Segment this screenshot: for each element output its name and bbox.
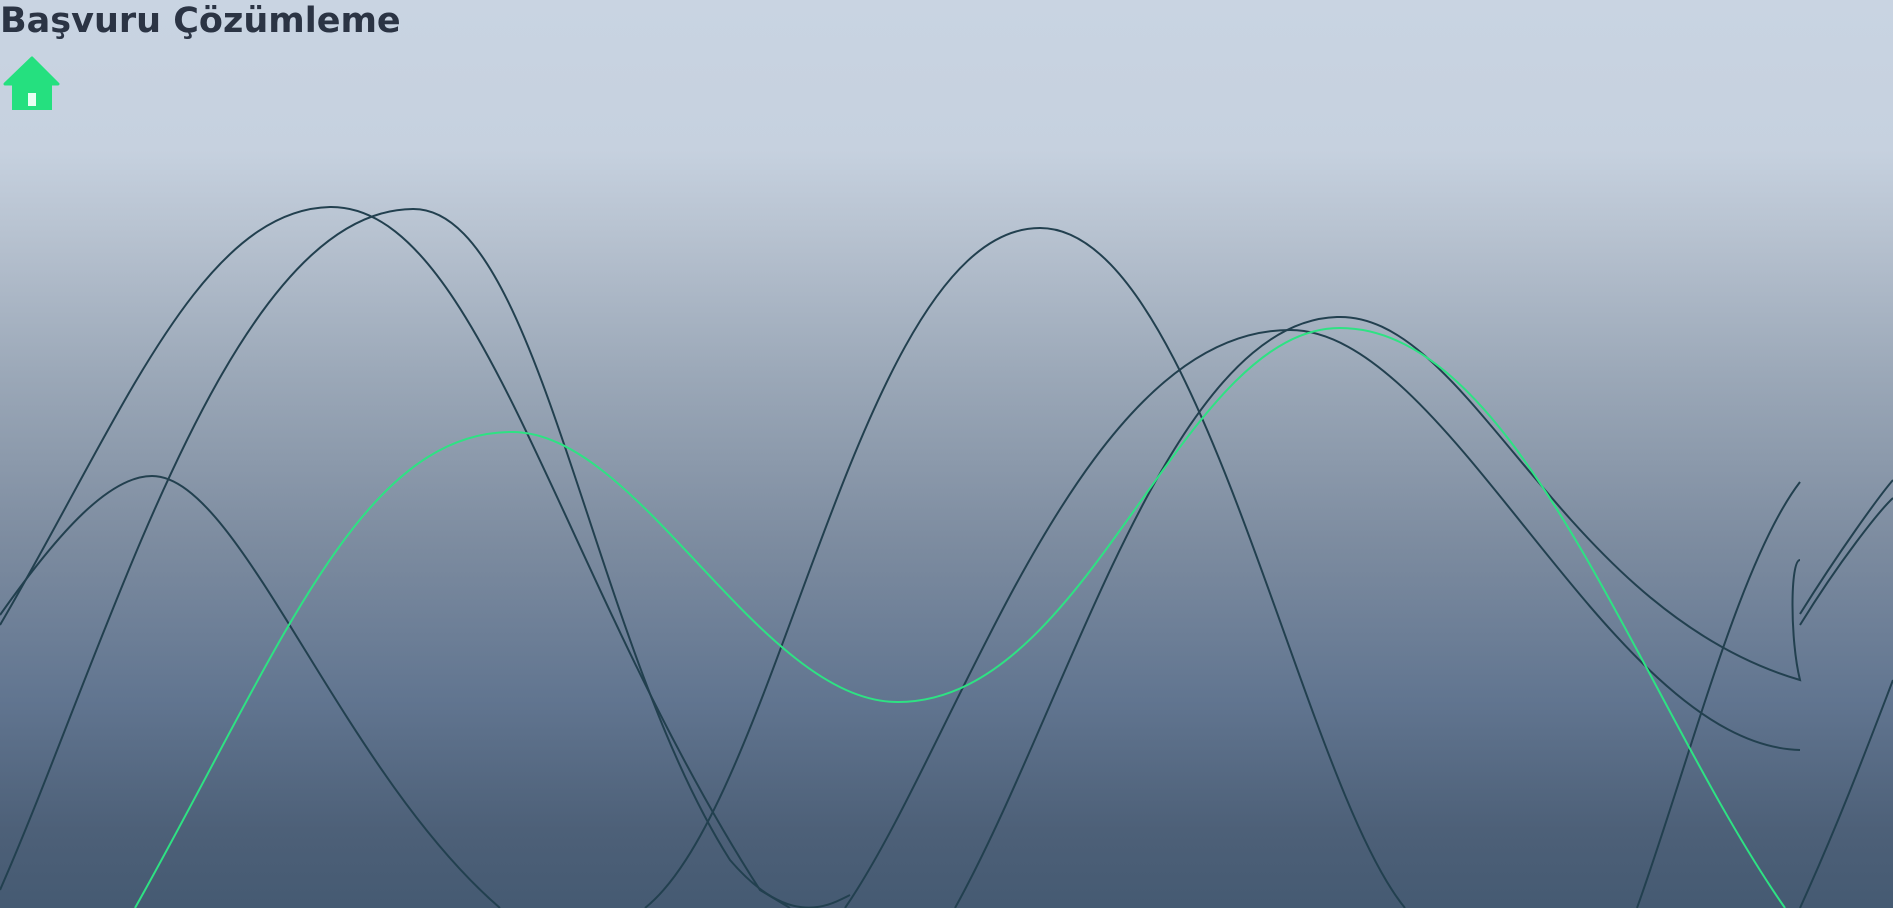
home-icon (3, 56, 60, 110)
wave-line (1799, 497, 1893, 626)
wave-line (1636, 481, 1801, 908)
wave-line (0, 205, 791, 908)
accent-wave-line (134, 326, 1786, 908)
wave-line (954, 315, 1802, 908)
wave-line (644, 226, 1406, 908)
wave-line (0, 474, 501, 908)
wave-line (0, 207, 851, 908)
page-title: Başvuru Çözümleme (0, 1, 401, 41)
wave-line (1799, 479, 1893, 615)
home-button[interactable] (3, 56, 61, 112)
wave-line (844, 328, 1801, 908)
wave-line (1799, 679, 1893, 908)
